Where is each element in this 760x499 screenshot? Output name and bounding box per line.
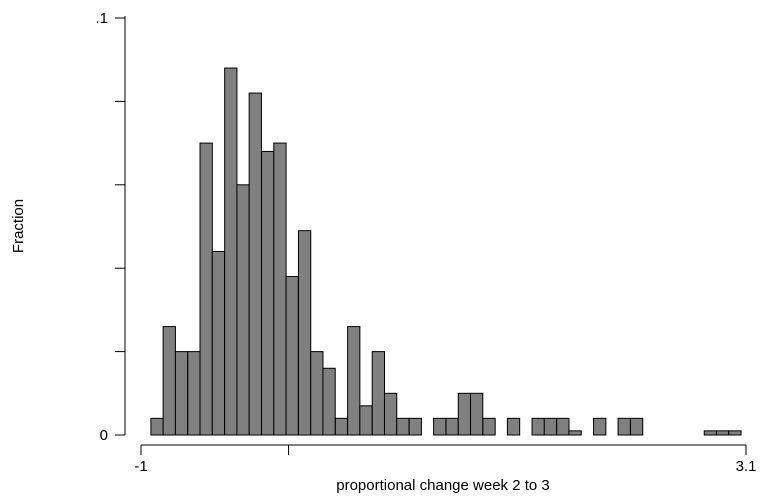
histogram-bar [715, 430, 730, 436]
histogram-bar [224, 67, 238, 436]
histogram-bar [629, 417, 644, 436]
histogram-bar [568, 430, 582, 436]
histogram-bar [359, 405, 373, 436]
histogram-bar [396, 417, 410, 436]
y-axis-title: Fraction [10, 199, 27, 253]
histogram-bar [728, 430, 742, 436]
histogram-bar [470, 392, 484, 436]
histogram-bar [211, 251, 226, 436]
histogram-bar [433, 417, 447, 436]
histogram-bar [162, 326, 176, 436]
histogram-bar [383, 392, 398, 436]
histogram-bar [408, 417, 422, 436]
axis-ticks: 0 .1 -1 3.1 [95, 10, 756, 475]
histogram-bar [322, 367, 336, 436]
histogram-bar [531, 417, 545, 436]
x-tick-label: -1 [134, 458, 147, 475]
histogram-bar [506, 417, 521, 436]
y-tick-label: 0 [100, 427, 108, 444]
histogram-bar [617, 417, 631, 436]
histogram-bar [310, 351, 324, 436]
histogram-bar [261, 150, 275, 436]
histogram-bar [593, 417, 607, 436]
histogram-bar [371, 351, 386, 436]
histogram-bar [556, 417, 570, 436]
histogram-bar [248, 92, 262, 436]
histogram-bar [445, 417, 459, 436]
histogram-bar [150, 417, 164, 436]
histogram-bars [150, 67, 742, 436]
histogram-bar [347, 326, 361, 436]
histogram-bar [174, 351, 189, 436]
histogram-bar [457, 392, 472, 436]
histogram-bar [543, 417, 558, 436]
histogram-bar [297, 230, 312, 436]
x-tick-label: 3.1 [736, 458, 757, 475]
histogram-bar [273, 142, 287, 436]
histogram-bar [703, 430, 718, 436]
x-axis-title: proportional change week 2 to 3 [336, 477, 549, 494]
histogram-bar [285, 276, 299, 436]
histogram-bar [236, 184, 250, 436]
histogram-bar [334, 417, 349, 436]
histogram-bar [482, 417, 496, 436]
y-tick-label: .1 [95, 10, 108, 27]
histogram-bar [187, 351, 201, 436]
histogram-bar [199, 142, 213, 436]
